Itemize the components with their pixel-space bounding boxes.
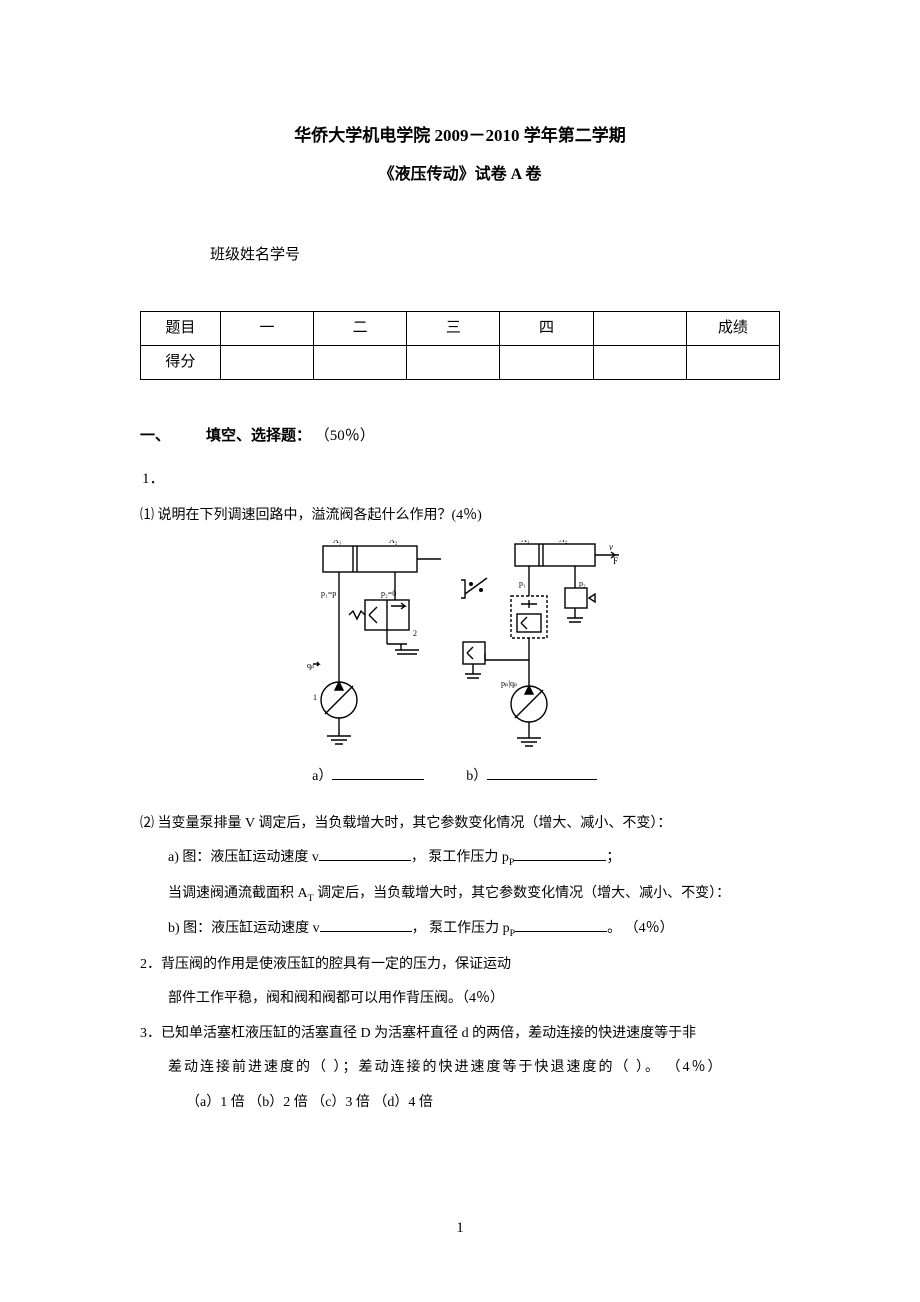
txt: 当调速阀通流截面积 A <box>168 886 308 901</box>
td-cell <box>220 346 313 380</box>
svg-text:p₁=p: p₁=p <box>321 589 336 598</box>
page-subtitle: 《液压传动》试卷 A 卷 <box>140 160 780 190</box>
cap-b-label: b） <box>466 769 487 784</box>
section-title: 填空、选择题： <box>206 428 311 444</box>
diagram-captions: a） b） <box>140 764 780 791</box>
svg-text:pₚ|qₚ: pₚ|qₚ <box>501 679 517 688</box>
svg-text:A₁: A₁ <box>521 540 530 544</box>
cap-a-label: a） <box>312 769 332 784</box>
svg-text:A₂: A₂ <box>389 540 398 545</box>
q1-p3: 当调速阀通流截面积 AT 调定后，当负载增大时，其它参数变化情况（增大、减小、不… <box>168 881 780 908</box>
th-topic: 题目 <box>141 312 221 346</box>
svg-text:F: F <box>613 556 618 566</box>
q3-line2: 差动连接前进速度的（ ）；差动连接的快进速度等于快退速度的（ ）。 （4％） <box>168 1055 780 1082</box>
circuit-b-icon: A₁ A₂ v F p₁ p₂ <box>455 540 625 748</box>
svg-text:A₁: A₁ <box>333 540 342 545</box>
q3-line1: 3．已知单活塞杠液压缸的活塞直径 D 为活塞杆直径 d 的两倍，差动连接的快进速… <box>140 1021 780 1048</box>
diagram-wrap: A₁ A₂ p₁=p p₂=0 <box>140 540 780 759</box>
blank-line <box>320 920 412 933</box>
th-one: 一 <box>220 312 313 346</box>
q3-opts: （a）1 倍 （b）2 倍 （c）3 倍 （d）4 倍 <box>186 1090 780 1117</box>
table-row: 题目 一 二 三 四 成绩 <box>141 312 780 346</box>
th-four: 四 <box>500 312 593 346</box>
td-cell <box>686 346 779 380</box>
txt: 调定后，当负载增大时，其它参数变化情况（增大、减小、不变）： <box>314 886 731 901</box>
txt: ， 泵工作压力 p <box>411 850 509 865</box>
circuit-a-icon: A₁ A₂ p₁=p p₂=0 <box>295 540 445 748</box>
q2-num: 2． <box>140 957 161 972</box>
th-two: 二 <box>314 312 407 346</box>
diagram-a: A₁ A₂ p₁=p p₂=0 <box>295 540 445 759</box>
q1-p4: b) 图：液压缸运动速度 v， 泵工作压力 pP。 （4％） <box>168 916 780 943</box>
q2-line2: 部件工作平稳，阀和阀和阀都可以用作背压阀。（4％） <box>168 986 780 1013</box>
th-blank <box>593 312 686 346</box>
blank-line <box>487 768 597 781</box>
th-three: 三 <box>407 312 500 346</box>
blank-line <box>332 768 424 781</box>
section-1-head: 一、填空、选择题： （50％） <box>140 422 780 451</box>
blank-line <box>514 849 606 862</box>
q2-t1: 背压阀的作用是使液压缸的腔具有一定的压力，保证运动 <box>161 957 511 972</box>
table-row: 得分 <box>141 346 780 380</box>
q3-num: 3． <box>140 1026 161 1041</box>
svg-text:qₚ: qₚ <box>307 661 314 670</box>
td-cell <box>407 346 500 380</box>
blank-line <box>515 920 607 933</box>
student-info-line: 班级姓名学号 <box>210 241 780 270</box>
svg-text:A₂: A₂ <box>559 540 568 544</box>
score-table: 题目 一 二 三 四 成绩 得分 <box>140 311 780 380</box>
section-idx: 一、 <box>140 422 206 451</box>
td-cell <box>593 346 686 380</box>
section-pct: （50％） <box>315 428 375 444</box>
q2-line1: 2．背压阀的作用是使液压缸的腔具有一定的压力，保证运动 <box>140 952 780 979</box>
svg-text:1: 1 <box>313 693 317 702</box>
blank-line <box>319 849 411 862</box>
txt: a) 图：液压缸运动速度 v <box>168 850 319 865</box>
td-cell <box>314 346 407 380</box>
q1-p2: ⑵ 当变量泵排量 V 调定后，当负载增大时，其它参数变化情况（增大、减小、不变）… <box>140 811 780 838</box>
page-title: 华侨大学机电学院 2009－2010 学年第二学期 <box>140 120 780 152</box>
txt: b) 图：液压缸运动速度 v <box>168 921 320 936</box>
txt: ； <box>606 850 620 865</box>
txt: ， 泵工作压力 p <box>412 921 510 936</box>
page-number: 1 <box>0 1214 920 1243</box>
diagram-b: A₁ A₂ v F p₁ p₂ <box>455 540 625 759</box>
q3-t1a: 已知单活塞杠液压缸的活塞直径 D 为活塞杆直径 d 的两倍，差动连接的快进速度等… <box>161 1026 696 1041</box>
svg-text:v: v <box>609 542 613 552</box>
q1-p1: ⑴ 说明在下列调速回路中，溢流阀各起什么作用？(4％) <box>140 503 780 530</box>
svg-text:p₁: p₁ <box>519 579 526 588</box>
q1-num: 1． <box>142 465 780 494</box>
th-score: 成绩 <box>686 312 779 346</box>
q1-p2a: a) 图：液压缸运动速度 v， 泵工作压力 pP； <box>168 845 780 872</box>
svg-text:p₂=0: p₂=0 <box>381 589 396 598</box>
td-cell <box>500 346 593 380</box>
txt: 。 （4％） <box>607 921 674 936</box>
svg-text:p₂: p₂ <box>579 579 586 588</box>
svg-text:2: 2 <box>413 629 417 638</box>
td-score-label: 得分 <box>141 346 221 380</box>
